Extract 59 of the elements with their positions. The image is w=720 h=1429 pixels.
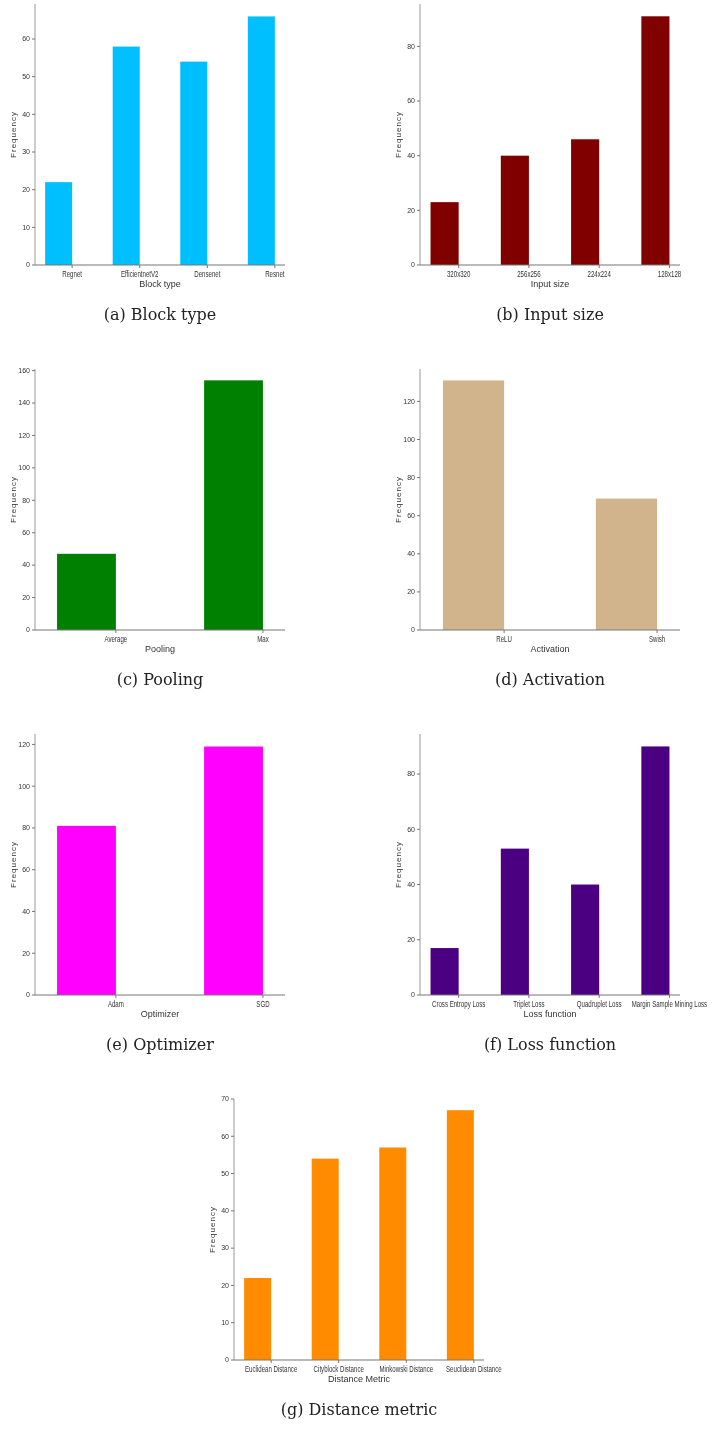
text: (a) Block type	[103, 305, 217, 324]
x-tick-label: Margin Sample Mining Loss	[631, 998, 708, 1010]
x-axis-title: Loss function	[523, 1009, 577, 1019]
x-tick-label: Average	[104, 633, 128, 645]
x-tick-label: SGD	[256, 998, 270, 1010]
y-axis-title: Frequency	[394, 841, 403, 888]
y-axis-title: Frequency	[9, 111, 18, 158]
x-axis-title: Block type	[139, 279, 181, 289]
x-axis-title: Optimizer	[140, 1009, 180, 1019]
y-axis-title: Frequency	[394, 476, 403, 523]
bar	[180, 61, 208, 265]
bar	[641, 746, 670, 995]
x-axis-title: Pooling	[144, 644, 176, 654]
x-tick-label: Euclidean Distance	[245, 1363, 298, 1375]
bar	[430, 948, 459, 995]
text: (c) Pooling	[116, 670, 204, 689]
bar	[112, 46, 140, 265]
x-tick-label: Seuclidean Distance	[446, 1363, 502, 1375]
bar	[247, 16, 275, 265]
bar	[430, 202, 459, 265]
bar	[500, 155, 529, 265]
x-axis-title: Input size	[530, 279, 570, 289]
y-axis-title: Frequency	[394, 111, 403, 158]
x-axis-title: Distance Metric	[327, 1374, 391, 1384]
text: (d) Activation	[495, 670, 605, 689]
y-axis-title: Frequency	[9, 841, 18, 888]
x-tick-label: Swish	[648, 633, 666, 645]
x-axis-title: Activation	[530, 644, 570, 654]
text: (b) Input size	[496, 305, 604, 324]
text: (g) Distance metric	[280, 1400, 438, 1419]
bar	[446, 1110, 474, 1360]
text: (e) Optimizer	[106, 1035, 215, 1054]
x-tick-label: ReLU	[496, 633, 512, 645]
bar	[500, 848, 529, 995]
x-tick-label: 256x256	[517, 268, 541, 280]
x-tick-label: 224x224	[587, 268, 611, 280]
x-tick-label: 320x320	[446, 268, 471, 280]
x-tick-label: Triplet Loss	[513, 998, 545, 1010]
x-tick-label: Densenet	[194, 268, 221, 280]
bar	[641, 16, 670, 265]
bar	[311, 1158, 339, 1360]
bar	[571, 884, 600, 995]
x-tick-label: Cityblock Distance	[313, 1363, 364, 1375]
x-tick-label: Max	[257, 633, 269, 645]
x-tick-label: Quadruplet Loss	[576, 998, 622, 1010]
x-tick-label: Minkowski Distance	[379, 1363, 434, 1375]
x-tick-label: 128x128	[657, 268, 682, 280]
x-tick-label: Adam	[107, 998, 124, 1010]
text: (f) Loss function	[483, 1035, 617, 1054]
x-tick-label: Resnet	[265, 268, 285, 280]
y-axis-title: Frequency	[208, 1206, 217, 1253]
bar	[45, 182, 73, 265]
bar	[379, 1147, 407, 1360]
x-tick-label: EfficientnetV2	[120, 268, 159, 280]
x-tick-label: Cross Entropy Loss	[432, 998, 486, 1010]
bar	[571, 139, 600, 265]
x-tick-label: Regnet	[62, 268, 83, 280]
y-axis-title: Frequency	[9, 476, 18, 523]
bar	[244, 1277, 272, 1360]
